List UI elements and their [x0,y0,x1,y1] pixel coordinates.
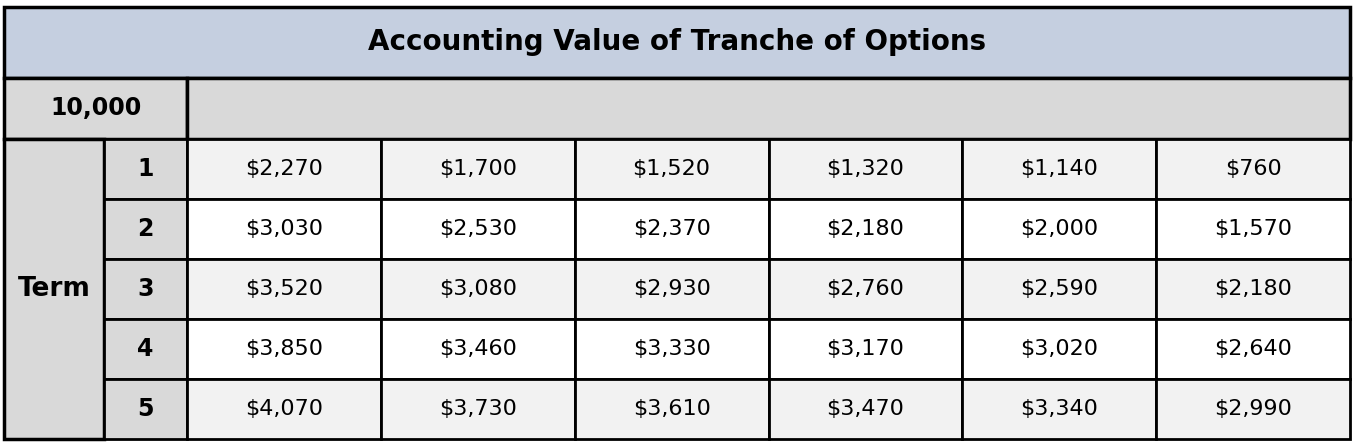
Bar [1156,319,1350,379]
Text: $3,610: $3,610 [632,399,711,419]
Text: 10,000: 10,000 [50,96,141,120]
Text: 5: 5 [137,397,153,421]
Bar [1156,379,1350,439]
Text: $3,170: $3,170 [826,339,904,359]
Bar [104,379,187,439]
Text: 4: 4 [137,337,153,361]
Text: $1,140: $1,140 [1021,159,1098,179]
Text: 2: 2 [137,217,153,241]
Bar [963,319,1156,379]
Bar [104,199,187,259]
Bar [574,319,769,379]
Bar [187,259,380,319]
Text: Term: Term [18,276,91,302]
Bar [963,139,1156,199]
Text: $3,330: $3,330 [632,339,711,359]
Bar [104,319,187,379]
Text: $2,000: $2,000 [1020,219,1098,239]
Bar [104,259,187,319]
Text: $2,180: $2,180 [1215,279,1292,299]
Bar [574,379,769,439]
Bar [963,199,1156,259]
Text: $3,460: $3,460 [439,339,517,359]
Text: $3,030: $3,030 [245,219,324,239]
Text: $2,590: $2,590 [1020,279,1098,299]
Bar [187,319,380,379]
Text: $1,320: $1,320 [826,159,904,179]
Text: $3,730: $3,730 [439,399,517,419]
Text: $4,070: $4,070 [245,399,324,419]
Bar [380,139,574,199]
Text: $2,530: $2,530 [439,219,517,239]
Bar [769,259,963,319]
Text: $1,700: $1,700 [439,159,517,179]
Bar [1156,139,1350,199]
Bar [1156,199,1350,259]
Bar [1156,259,1350,319]
Text: 1: 1 [137,157,153,181]
Text: $3,020: $3,020 [1020,339,1098,359]
Bar [380,259,574,319]
Text: $2,760: $2,760 [826,279,904,299]
Bar [4,78,187,139]
Bar [4,139,104,439]
Text: $760: $760 [1224,159,1281,179]
Text: $2,930: $2,930 [632,279,711,299]
Bar [4,7,1350,78]
Text: $3,340: $3,340 [1021,399,1098,419]
Text: $2,180: $2,180 [826,219,904,239]
Bar [187,78,1350,139]
Bar [380,379,574,439]
Bar [574,259,769,319]
Bar [380,319,574,379]
Bar [380,199,574,259]
Text: $3,520: $3,520 [245,279,324,299]
Bar [574,199,769,259]
Bar [963,379,1156,439]
Text: Accounting Value of Tranche of Options: Accounting Value of Tranche of Options [368,29,986,56]
Text: $3,850: $3,850 [245,339,324,359]
Bar [769,379,963,439]
Text: $3,080: $3,080 [439,279,517,299]
Text: $2,270: $2,270 [245,159,324,179]
Text: $2,370: $2,370 [632,219,711,239]
Bar [574,139,769,199]
Bar [769,139,963,199]
Text: $2,990: $2,990 [1215,399,1292,419]
Bar [187,379,380,439]
Text: $1,570: $1,570 [1215,219,1292,239]
Bar [769,319,963,379]
Bar [769,199,963,259]
Bar [187,139,380,199]
Text: 3: 3 [137,277,153,301]
Text: $3,470: $3,470 [826,399,904,419]
Bar [187,199,380,259]
Text: $2,640: $2,640 [1215,339,1292,359]
Text: $1,520: $1,520 [632,159,711,179]
Bar [963,259,1156,319]
Bar [104,139,187,199]
